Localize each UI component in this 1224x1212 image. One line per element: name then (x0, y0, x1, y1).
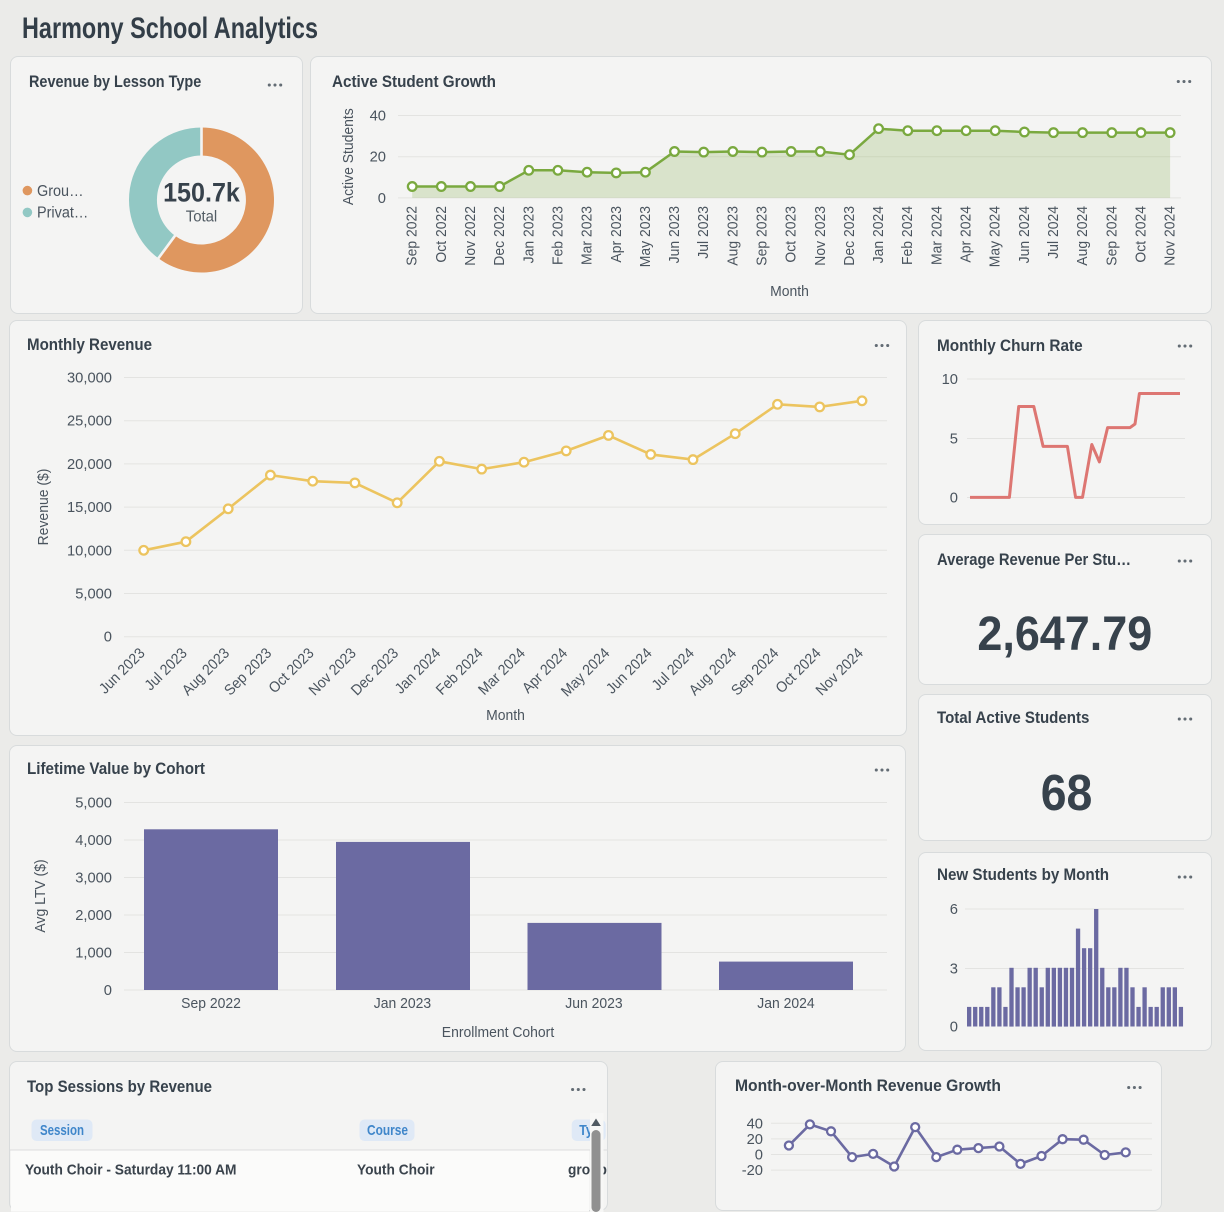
svg-text:Apr 2024: Apr 2024 (958, 206, 975, 263)
svg-text:Sep 2022: Sep 2022 (181, 995, 241, 1012)
svg-text:Jun 2024: Jun 2024 (603, 645, 656, 698)
svg-text:Jan 2023: Jan 2023 (374, 995, 431, 1012)
svg-text:Sep 2023: Sep 2023 (754, 206, 771, 266)
svg-text:Sep 2022: Sep 2022 (404, 206, 421, 266)
svg-text:20,000: 20,000 (67, 456, 112, 473)
svg-text:Jul 2023: Jul 2023 (695, 206, 712, 259)
svg-text:150.7k: 150.7k (163, 178, 241, 208)
svg-text:2,000: 2,000 (75, 907, 112, 924)
svg-text:2,647.79: 2,647.79 (977, 608, 1152, 661)
svg-text:Jan 2023: Jan 2023 (520, 206, 537, 263)
svg-text:25,000: 25,000 (67, 413, 112, 430)
svg-text:Feb 2024: Feb 2024 (899, 206, 916, 265)
svg-text:Month: Month (486, 707, 525, 724)
svg-text:20: 20 (747, 1131, 763, 1148)
svg-text:0: 0 (104, 982, 112, 999)
svg-text:Privat…: Privat… (37, 205, 88, 222)
svg-text:3: 3 (950, 961, 958, 978)
svg-text:Jan 2024: Jan 2024 (757, 995, 814, 1012)
svg-text:Revenue ($): Revenue ($) (35, 469, 52, 546)
svg-text:Nov 2023: Nov 2023 (812, 206, 829, 266)
svg-text:Nov 2024: Nov 2024 (813, 645, 867, 699)
svg-text:20: 20 (370, 149, 386, 166)
svg-text:Youth Choir - Saturday 11:00 A: Youth Choir - Saturday 11:00 AM (25, 1162, 237, 1179)
svg-text:Sep 2024: Sep 2024 (1103, 206, 1120, 266)
svg-text:5,000: 5,000 (75, 795, 112, 812)
svg-text:Avg LTV ($): Avg LTV ($) (32, 859, 49, 932)
svg-text:30,000: 30,000 (67, 370, 112, 387)
svg-text:May 2024: May 2024 (987, 206, 1004, 267)
svg-text:40: 40 (747, 1115, 763, 1132)
svg-text:Jun 2023: Jun 2023 (666, 206, 683, 263)
svg-text:Total: Total (186, 209, 218, 226)
svg-text:1,000: 1,000 (75, 945, 112, 962)
svg-text:Mar 2024: Mar 2024 (928, 206, 945, 265)
svg-text:Dec 2022: Dec 2022 (491, 206, 508, 266)
svg-text:0: 0 (104, 629, 112, 646)
svg-text:0: 0 (950, 490, 958, 507)
svg-text:5,000: 5,000 (75, 586, 112, 603)
svg-text:Active Students: Active Students (340, 108, 357, 205)
svg-text:Aug 2023: Aug 2023 (724, 206, 741, 266)
svg-text:0: 0 (378, 190, 386, 207)
svg-text:6: 6 (950, 901, 958, 918)
svg-text:10: 10 (942, 371, 958, 388)
svg-text:0: 0 (755, 1147, 763, 1164)
svg-text:Jun 2023: Jun 2023 (96, 645, 149, 698)
svg-text:68: 68 (1041, 764, 1093, 821)
svg-text:5: 5 (950, 431, 958, 448)
svg-text:Oct 2023: Oct 2023 (783, 206, 800, 263)
svg-text:Apr 2023: Apr 2023 (608, 206, 625, 263)
svg-text:Nov 2022: Nov 2022 (462, 206, 479, 266)
svg-text:-20: -20 (742, 1162, 763, 1175)
svg-text:Aug 2024: Aug 2024 (1074, 206, 1091, 266)
svg-text:Nov 2024: Nov 2024 (1162, 206, 1179, 266)
svg-text:Feb 2023: Feb 2023 (549, 206, 566, 265)
svg-text:Ty: Ty (579, 1122, 593, 1139)
svg-text:Session: Session (40, 1122, 84, 1139)
svg-text:Jun 2023: Jun 2023 (565, 995, 622, 1012)
svg-text:Month: Month (770, 283, 809, 300)
svg-text:4,000: 4,000 (75, 832, 112, 849)
svg-text:Oct 2022: Oct 2022 (433, 206, 450, 263)
svg-text:Mar 2023: Mar 2023 (579, 206, 596, 265)
svg-text:Dec 2023: Dec 2023 (348, 645, 402, 699)
svg-text:May 2023: May 2023 (637, 206, 654, 267)
svg-text:10,000: 10,000 (67, 542, 112, 559)
svg-text:Jun 2024: Jun 2024 (1016, 206, 1033, 263)
svg-text:Jul 2024: Jul 2024 (1045, 206, 1062, 259)
svg-text:Youth Choir: Youth Choir (357, 1162, 435, 1179)
svg-text:0: 0 (950, 1019, 958, 1036)
svg-text:Enrollment Cohort: Enrollment Cohort (442, 1024, 555, 1041)
svg-text:40: 40 (370, 108, 386, 125)
svg-text:Dec 2023: Dec 2023 (841, 206, 858, 266)
svg-text:3,000: 3,000 (75, 870, 112, 887)
svg-text:Sep 2024: Sep 2024 (728, 645, 782, 699)
svg-text:Course: Course (367, 1122, 408, 1139)
svg-text:Mar 2024: Mar 2024 (475, 645, 529, 699)
svg-text:Grou…: Grou… (37, 183, 84, 200)
svg-text:Jan 2024: Jan 2024 (870, 206, 887, 263)
svg-text:Oct 2024: Oct 2024 (1133, 206, 1150, 263)
svg-text:15,000: 15,000 (67, 499, 112, 516)
